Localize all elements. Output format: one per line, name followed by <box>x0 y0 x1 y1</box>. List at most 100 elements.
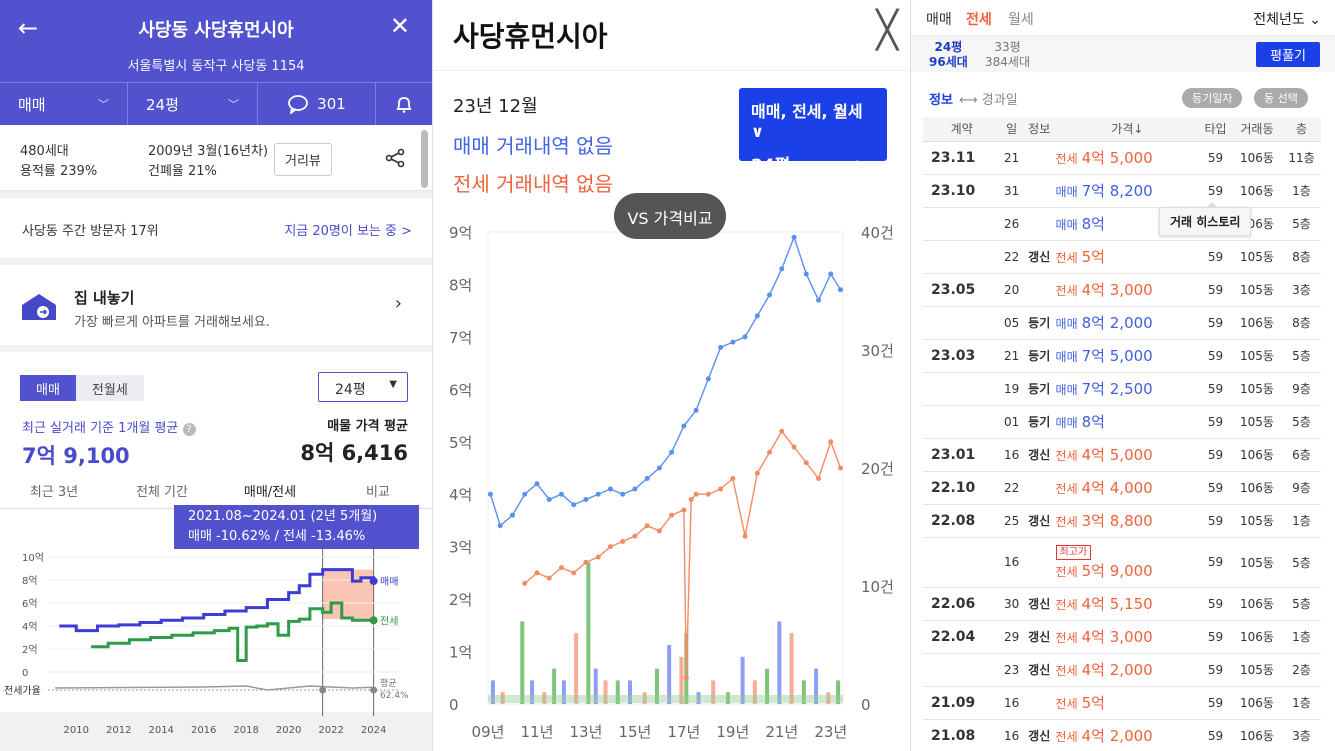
table-row[interactable]: 01 등기 매매 8억 59 105동 5층 <box>923 405 1321 439</box>
row-info: 등기 <box>1022 372 1056 406</box>
col-month[interactable]: 계약 <box>923 117 1001 142</box>
scrollbar[interactable] <box>421 130 428 188</box>
avg-label: 평균 <box>380 678 397 689</box>
price-chart[interactable]: 10억 8억 6억 4억 2억 0 2010 2012 2014 2016 2018 2020 2022… <box>0 506 432 751</box>
volume-bar <box>500 692 505 704</box>
expand-size-button[interactable]: 평풀기 <box>1256 42 1320 67</box>
share-icon[interactable] <box>384 147 406 169</box>
volume-bar <box>654 668 659 704</box>
row-floor: 8층 <box>1282 240 1321 274</box>
compare-button[interactable]: VS 가격비교 <box>614 193 726 239</box>
table-row[interactable]: 23.03 21 등기 매매 7억 5,000 59 105동 5층 <box>923 339 1321 373</box>
tab-monthly[interactable]: 월세 <box>1008 12 1034 28</box>
sale-line-point <box>644 475 650 481</box>
list-home-banner[interactable]: 집 내놓기 가장 빠르게 아파트를 거래해보세요. › <box>0 265 432 345</box>
table-row[interactable]: 22 갱신 전세 5억 59 105동 8층 <box>923 240 1321 274</box>
table-row[interactable]: 05 등기 매매 8억 2,000 59 106동 8층 <box>923 306 1321 340</box>
apartment-summary-panel: ← 사당동 사당휴먼시아 ✕ 서울특별시 동작구 사당동 1154 매매 ﹀ 24… <box>0 0 432 751</box>
recent-average-value: 7억 9,100 <box>22 444 130 468</box>
table-row[interactable]: 22.10 22 전세 4억 4,000 59 106동 9층 <box>923 471 1321 505</box>
help-icon[interactable]: ? <box>182 423 196 436</box>
y2-tick-label: 10건 <box>861 578 894 596</box>
close-icon[interactable]: ✕ <box>389 12 410 40</box>
deal-type-select[interactable]: 매매 ﹀ <box>0 83 128 125</box>
row-month <box>923 306 1001 340</box>
apartment-info: 480세대 용적률 239% 2009년 3월(16년차) 건폐율 21% 거리뷰 <box>0 125 432 191</box>
tab-jeonse[interactable]: 전세 <box>966 12 992 28</box>
y-tick-label: 10억 <box>22 552 44 564</box>
tab-all-period[interactable]: 전체 기간 <box>136 485 188 500</box>
table-row[interactable]: 22.06 30 갱신 전세 4억 5,150 59 106동 5층 <box>923 587 1321 621</box>
table-row[interactable]: 23 갱신 전세 4억 2,000 59 105동 2층 <box>923 653 1321 687</box>
tab-recent-3y[interactable]: 최근 3년 <box>29 485 79 500</box>
x-tick-label: 11년 <box>521 723 554 741</box>
deal-price: 4억 2,000 <box>1081 727 1153 745</box>
table-row[interactable]: 22.08 25 갱신 전세 3억 8,800 59 105동 1층 <box>923 504 1321 538</box>
back-arrow-icon[interactable]: ← <box>18 14 39 42</box>
table-row[interactable]: 19 등기 매매 7억 2,500 59 105동 9층 <box>923 372 1321 406</box>
table-row[interactable]: 23.10 31 매매 7억 8,200 59 106동 1층 <box>923 174 1321 208</box>
comment-icon <box>288 95 309 114</box>
tab-sale[interactable]: 매매 <box>926 12 952 28</box>
year-filter[interactable]: 전체년도 ⌄ <box>1253 12 1321 28</box>
now-viewing-link[interactable]: 지금 20명이 보는 중 > <box>284 224 412 239</box>
table-row[interactable]: 23.01 16 갱신 전세 4억 5,000 59 106동 6층 <box>923 438 1321 472</box>
close-icon[interactable]: ╳ <box>876 10 898 51</box>
row-day: 20 <box>1000 273 1023 307</box>
tab-compare[interactable]: 비교 <box>366 485 390 500</box>
col-floor[interactable]: 층 <box>1282 117 1321 142</box>
deal-kind: 전세 <box>1055 664 1078 678</box>
comments-button[interactable]: 301 <box>258 83 376 125</box>
y-tick-label: 6억 <box>22 598 38 610</box>
col-price[interactable]: 가격↓ <box>1055 117 1200 142</box>
x-tick-label: 2018 <box>233 725 258 736</box>
table-row[interactable]: 26매매8억59106동5층 <box>923 207 1321 241</box>
col-day[interactable]: 일 <box>1000 117 1023 142</box>
volume-bar <box>530 680 535 704</box>
history-tooltip[interactable]: 거래 히스토리 <box>1159 202 1252 236</box>
row-floor: 1층 <box>1282 174 1321 208</box>
sale-line-point <box>487 491 493 497</box>
segment-rent[interactable]: 전월세 <box>75 375 144 401</box>
row-price: 전세 3억 8,800 <box>1055 504 1200 538</box>
registration-date-button[interactable]: 등기일자 <box>1182 88 1243 108</box>
table-row[interactable]: 21.09 16 전세 5억 59 106동 1층 <box>923 686 1321 720</box>
row-price: 전세 4억 2,000 <box>1055 719 1200 751</box>
table-row[interactable]: 23.05 20 전세 4억 3,000 59 105동 3층 <box>923 273 1321 307</box>
info-toggle[interactable]: 정보 <box>929 93 953 108</box>
segment-sale[interactable]: 매매 <box>20 375 76 401</box>
volume-bar <box>777 621 782 704</box>
size-33[interactable]: 33평 384세대 <box>985 40 1030 69</box>
jeonse-line-point <box>688 496 694 502</box>
sale-line-point <box>522 491 528 497</box>
transactions-table: 계약 일 정보 가격↓ 타입 거래동 층 23.11 21 전세 4억 5,000 59… <box>923 117 1321 751</box>
volume-bar <box>642 692 647 704</box>
dong-select-button[interactable]: 동 선택 <box>1254 88 1308 108</box>
ratio-label: 전세가율 <box>4 685 41 697</box>
y-tick-label: 2억 <box>22 644 38 656</box>
table-row[interactable]: 23.11 21 전세 4억 5,000 59 106동 11층 <box>923 141 1321 175</box>
table-row[interactable]: 21.08 16 갱신 전세 4억 2,000 59 106동 3층 <box>923 719 1321 751</box>
table-row[interactable]: 16 최고가 전세 5억 9,000 59 105동 5층 <box>923 537 1321 588</box>
tab-sale-jeonse[interactable]: 매매/전세 <box>216 471 324 508</box>
table-row[interactable]: 22.04 29 갱신 전세 4억 3,000 59 106동 1층 <box>923 620 1321 654</box>
history-chart[interactable]: 9억 8억 7억 6억 5억 4억 3억 2억 1억 0 40건 30건 20건 10건 0 09년 11년 13… <box>433 210 910 751</box>
sale-line-point <box>779 266 785 272</box>
row-price: 전세 4억 2,000 <box>1055 653 1200 687</box>
deal-kind: 매매 <box>1055 416 1078 430</box>
col-dong[interactable]: 거래동 <box>1231 117 1283 142</box>
visitor-rank: 사당동 주간 방문자 17위 지금 20명이 보는 중 > <box>0 198 432 258</box>
volume-bar <box>711 680 716 704</box>
row-info: 갱신 <box>1022 653 1056 687</box>
distance-view-button[interactable]: 거리뷰 <box>274 143 332 176</box>
size-select[interactable]: 24평 ﹀ <box>128 83 258 125</box>
tooltip-change: 매매 -10.62% / 전세 -13.46% <box>188 529 366 544</box>
size-dropdown[interactable]: 24평 ▼ <box>318 372 408 402</box>
filter-box[interactable]: 매매, 전세, 월세 ∨ 24평 | 전용 59㎡ <box>739 88 887 176</box>
elapsed-toggle[interactable]: ⟷ 경과일 <box>959 93 1018 108</box>
size-24[interactable]: 24평 96세대 <box>929 40 968 69</box>
notification-button[interactable] <box>376 83 432 125</box>
col-type[interactable]: 타입 <box>1199 117 1232 142</box>
col-info[interactable]: 정보 <box>1022 117 1056 142</box>
deal-price: 8억 <box>1081 413 1105 431</box>
